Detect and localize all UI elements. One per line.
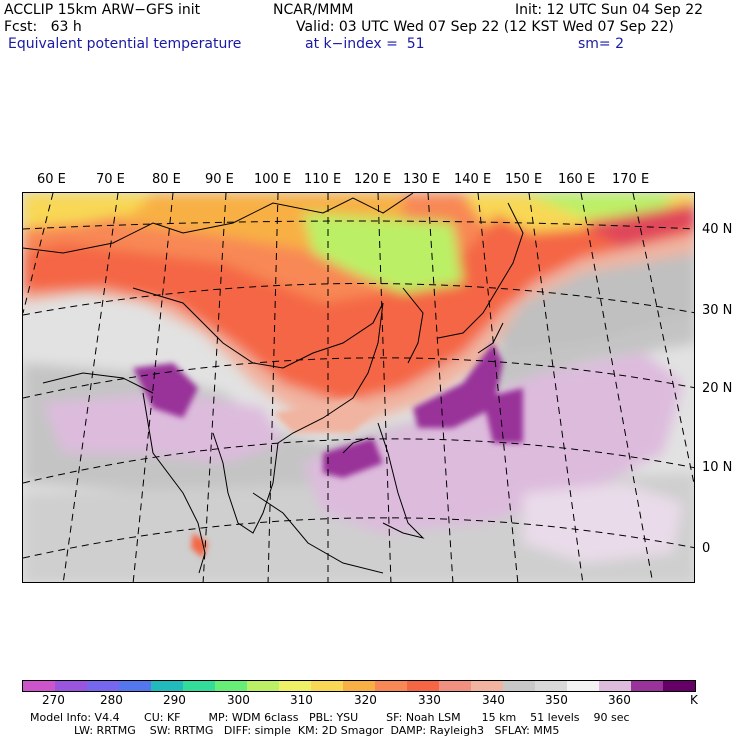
org-label: NCAR/MMM <box>273 2 354 18</box>
lon-label: 160 E <box>558 172 596 187</box>
colorbar-tick: 320 <box>354 693 377 707</box>
lon-label: 100 E <box>254 172 292 187</box>
model-info-line2: LW: RRTMG SW: RRTMG DIFF: simple KM: 2D … <box>74 724 560 737</box>
lat-label: 30 N <box>702 303 733 318</box>
init-time: Init: 12 UTC Sun 04 Sep 22 <box>515 2 704 18</box>
colorbar-swatch <box>87 681 119 691</box>
theta-e-maxima <box>133 343 523 558</box>
colorbar-swatch <box>183 681 215 691</box>
colorbar-swatch <box>55 681 87 691</box>
colorbar-swatch <box>247 681 279 691</box>
colorbar-swatch <box>151 681 183 691</box>
lat-label: 0 <box>702 541 711 556</box>
colorbar-tick: 340 <box>482 693 505 707</box>
forecast-hour: Fcst: 63 h <box>4 19 82 35</box>
lon-label: 80 E <box>152 172 181 187</box>
colorbar-swatch <box>375 681 407 691</box>
colorbar-swatch <box>343 681 375 691</box>
colorbar-swatch <box>311 681 343 691</box>
colorbar-tick: 310 <box>290 693 313 707</box>
graticule <box>23 193 694 582</box>
lon-label: 170 E <box>612 172 650 187</box>
colorbar-swatch <box>279 681 311 691</box>
colorbar-swatch <box>439 681 471 691</box>
lon-label: 70 E <box>96 172 125 187</box>
lon-label: 120 E <box>354 172 392 187</box>
colorbar-swatch <box>567 681 599 691</box>
lat-label: 20 N <box>702 381 733 396</box>
lat-label: 10 N <box>702 460 733 475</box>
colorbar-swatch <box>631 681 663 691</box>
colorbar-unit: K <box>690 693 698 707</box>
colorbar-swatch <box>535 681 567 691</box>
field-name: Equivalent potential temperature <box>8 36 242 52</box>
colorbar-tick: 290 <box>163 693 186 707</box>
theta-e-fill <box>23 193 694 582</box>
colorbar <box>22 680 696 692</box>
theta-e-map <box>22 192 695 583</box>
lon-label: 130 E <box>403 172 441 187</box>
colorbar-swatch <box>119 681 151 691</box>
colorbar-tick: 300 <box>227 693 250 707</box>
level-label: at k−index = 51 <box>305 36 425 52</box>
colorbar-tick: 350 <box>545 693 568 707</box>
valid-time: Valid: 03 UTC Wed 07 Sep 22 (12 KST Wed … <box>296 19 674 35</box>
colorbar-swatch <box>23 681 55 691</box>
colorbar-tick: 270 <box>42 693 65 707</box>
model-title: ACCLIP 15km ARW−GFS init <box>4 2 201 18</box>
smoothing-label: sm= 2 <box>578 36 625 52</box>
coastlines <box>23 193 524 574</box>
colorbar-swatch <box>407 681 439 691</box>
colorbar-swatch <box>215 681 247 691</box>
lon-label: 60 E <box>37 172 66 187</box>
model-info-line1: Model Info: V4.4 CU: KF MP: WDM 6class P… <box>30 711 630 724</box>
lon-label: 90 E <box>205 172 234 187</box>
colorbar-tick: 360 <box>608 693 631 707</box>
lat-label: 40 N <box>702 222 733 237</box>
lon-label: 150 E <box>505 172 543 187</box>
colorbar-swatch <box>663 681 695 691</box>
lon-label: 110 E <box>304 172 342 187</box>
colorbar-swatch <box>599 681 631 691</box>
colorbar-swatch <box>503 681 535 691</box>
colorbar-tick: 330 <box>418 693 441 707</box>
colorbar-swatch <box>471 681 503 691</box>
lon-label: 140 E <box>454 172 492 187</box>
colorbar-tick: 280 <box>100 693 123 707</box>
